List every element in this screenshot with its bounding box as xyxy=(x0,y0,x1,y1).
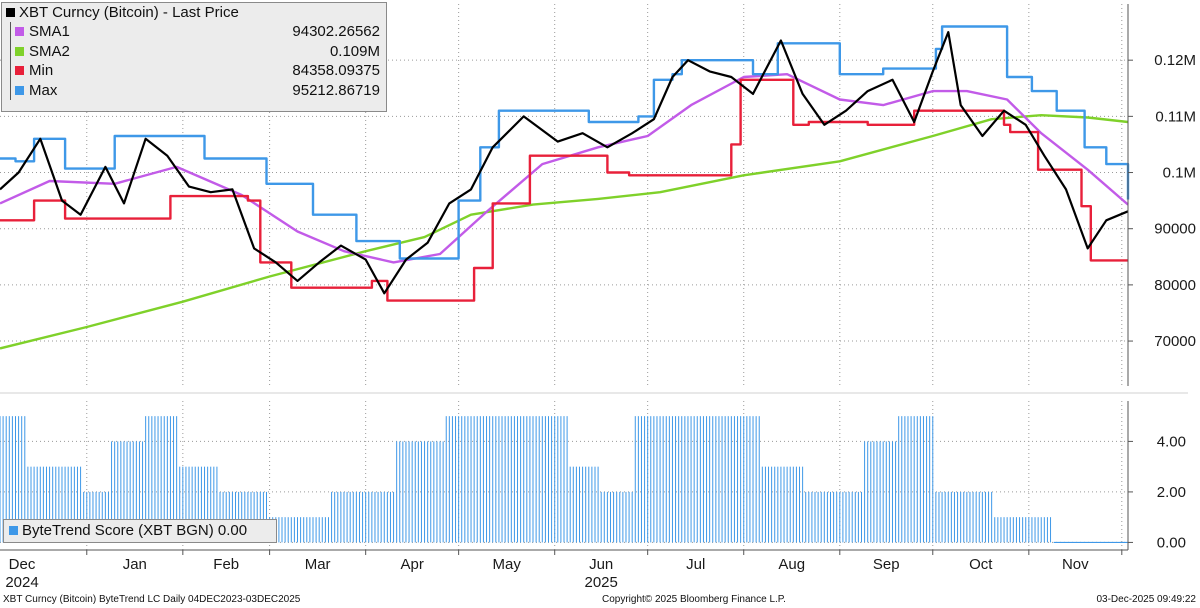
score-segment-19 xyxy=(994,517,1052,543)
x-month-label-dec: Dec xyxy=(9,556,36,573)
score-y-tick-label-0: 0.00 xyxy=(1157,534,1186,551)
x-month-label-jun: Jun xyxy=(589,556,613,573)
legend-sma1-value: 94302.26562 xyxy=(292,23,380,41)
score-segment-7 xyxy=(269,517,329,543)
score-segment-8 xyxy=(331,491,395,543)
legend-last-price: XBT Curncy (Bitcoin) - Last Price xyxy=(2,3,386,22)
series-line-max xyxy=(0,25,1130,260)
score-segment-9 xyxy=(396,441,444,543)
x-month-label-sep: Sep xyxy=(873,556,900,573)
y-tick-label-0: 70000 xyxy=(1154,333,1196,350)
score-segment-17 xyxy=(898,416,934,543)
score-segment-15 xyxy=(805,491,862,543)
score-y-tick-label-2: 4.00 xyxy=(1157,433,1186,450)
legend-swatch-last-price xyxy=(6,8,15,17)
legend-swatch-sma2 xyxy=(15,46,24,56)
legend-max: Max 95212.86719 xyxy=(2,81,386,100)
series-line-sma2 xyxy=(0,114,1129,350)
score-y-axis-labels: 0.00 2.00 4.00 xyxy=(1157,433,1186,551)
x-axis-labels: Dec Jan Feb Mar Apr May Jun Jul Aug Sep Oct Nov 2024… xyxy=(5,556,1089,591)
legend-swatch-min xyxy=(15,66,24,76)
score-segment-11 xyxy=(569,466,599,543)
legend-sma2: SMA2 0.109M xyxy=(2,42,386,61)
x-month-label-aug: Aug xyxy=(778,556,805,573)
legend-last-price-label: XBT Curncy (Bitcoin) - Last Price xyxy=(19,4,239,21)
series-line-min xyxy=(0,78,1128,302)
score-segment-18 xyxy=(935,491,993,543)
footer-right: 03-Dec-2025 09:49:22 xyxy=(1096,594,1196,605)
legend-swatch-sma1 xyxy=(15,27,24,37)
y-tick-label-3: 0.1M xyxy=(1163,165,1196,182)
score-y-tick-label-1: 2.00 xyxy=(1157,484,1186,501)
score-segment-10 xyxy=(445,416,568,543)
legend-sma2-label: SMA2 xyxy=(29,42,70,60)
x-month-label-feb: Feb xyxy=(213,556,239,573)
series-line-xbt-curncy-bitcoin-last-price xyxy=(0,31,1129,295)
x-month-label-may: May xyxy=(492,556,521,573)
score-legend: ByteTrend Score (XBT BGN) 0.00 xyxy=(3,519,277,543)
score-segment-13 xyxy=(634,416,760,543)
price-legend: XBT Curncy (Bitcoin) - Last Price SMA1 9… xyxy=(1,2,387,112)
legend-min: Min 84358.09375 xyxy=(2,61,386,80)
y-tick-label-4: 0.11M xyxy=(1155,108,1196,125)
x-month-label-jan: Jan xyxy=(123,556,147,573)
score-segment-12 xyxy=(600,491,633,543)
legend-max-label: Max xyxy=(29,81,58,99)
score-legend-label: ByteTrend Score (XBT BGN) 0.00 xyxy=(22,522,248,539)
axes xyxy=(0,4,1188,555)
x-month-label-nov: Nov xyxy=(1062,556,1089,573)
price-series-lines xyxy=(0,25,1130,350)
score-segment-16 xyxy=(864,441,897,543)
price-y-axis-labels: 70000 80000 90000 0.1M 0.11M 0.12M xyxy=(1154,52,1196,350)
legend-sma2-value: 0.109M xyxy=(329,42,380,60)
footer-center: Copyright© 2025 Bloomberg Finance L.P. xyxy=(602,594,786,605)
x-month-label-oct: Oct xyxy=(969,556,993,573)
y-tick-label-1: 80000 xyxy=(1154,277,1196,294)
legend-sma1: SMA1 94302.26562 xyxy=(2,22,386,41)
x-month-label-mar: Mar xyxy=(305,556,331,573)
legend-min-label: Min xyxy=(29,62,54,80)
legend-swatch-max xyxy=(15,85,24,95)
x-year-label-2025: 2025 xyxy=(584,574,617,591)
footer-left: XBT Curncy (Bitcoin) ByteTrend LC Daily … xyxy=(3,594,301,605)
legend-sma1-label: SMA1 xyxy=(29,23,70,41)
x-year-label-2024: 2024 xyxy=(5,574,38,591)
legend-swatch-score xyxy=(9,526,18,535)
y-tick-label-5: 0.12M xyxy=(1154,52,1196,69)
score-segment-14 xyxy=(761,466,804,543)
y-tick-label-2: 90000 xyxy=(1154,221,1196,238)
score-bars xyxy=(0,416,1128,544)
legend-min-value: 84358.09375 xyxy=(292,62,380,80)
x-month-label-apr: Apr xyxy=(400,556,423,573)
legend-max-value: 95212.86719 xyxy=(292,81,380,99)
x-month-label-jul: Jul xyxy=(686,556,705,573)
